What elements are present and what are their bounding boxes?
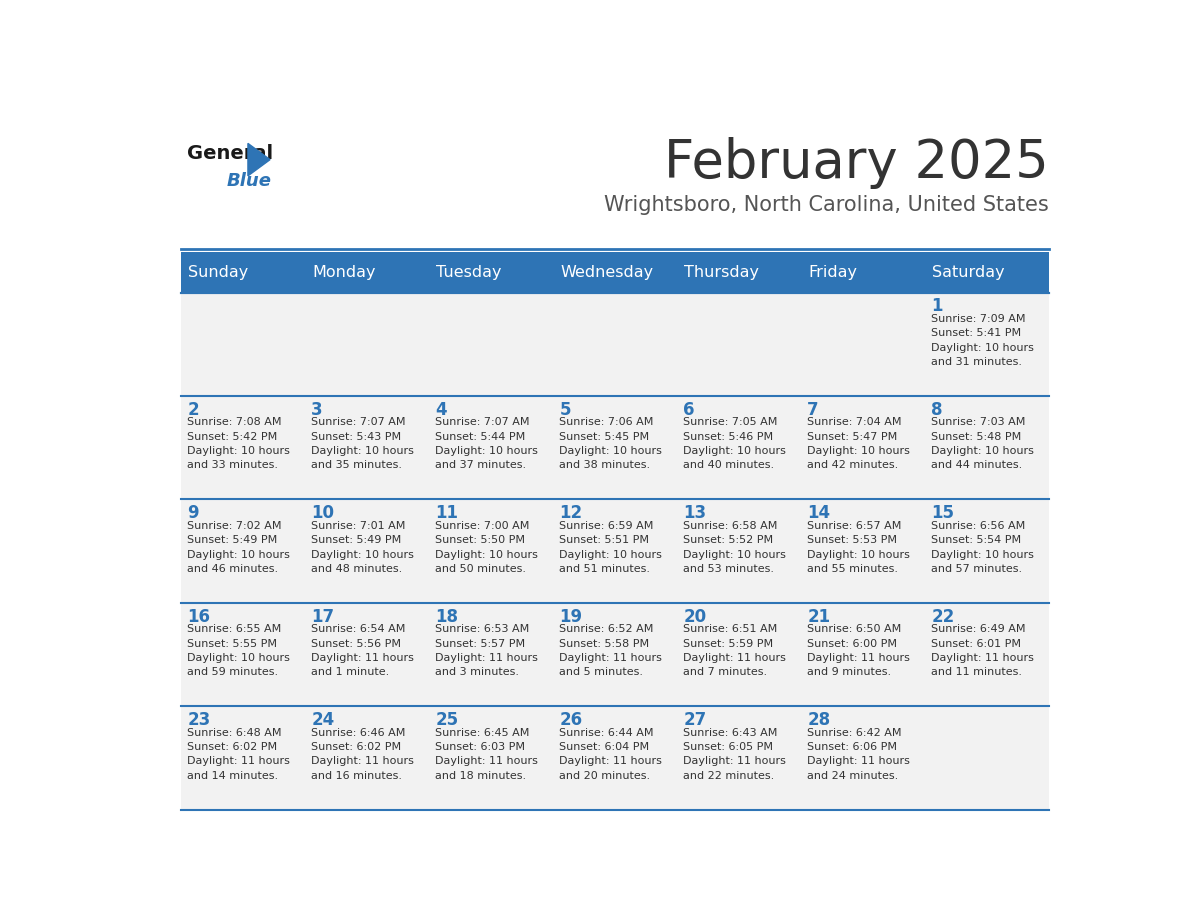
FancyBboxPatch shape <box>181 252 1049 293</box>
Text: 26: 26 <box>560 711 582 730</box>
Text: 5: 5 <box>560 401 570 419</box>
FancyBboxPatch shape <box>181 707 1049 810</box>
Text: Sunrise: 7:03 AM
Sunset: 5:48 PM
Daylight: 10 hours
and 44 minutes.: Sunrise: 7:03 AM Sunset: 5:48 PM Dayligh… <box>931 417 1035 470</box>
Text: Sunrise: 6:48 AM
Sunset: 6:02 PM
Daylight: 11 hours
and 14 minutes.: Sunrise: 6:48 AM Sunset: 6:02 PM Dayligh… <box>188 728 290 781</box>
Text: 15: 15 <box>931 505 954 522</box>
Text: Sunrise: 7:00 AM
Sunset: 5:50 PM
Daylight: 10 hours
and 50 minutes.: Sunrise: 7:00 AM Sunset: 5:50 PM Dayligh… <box>435 521 538 574</box>
Text: 3: 3 <box>311 401 323 419</box>
FancyBboxPatch shape <box>181 293 1049 396</box>
Text: Sunrise: 6:52 AM
Sunset: 5:58 PM
Daylight: 11 hours
and 5 minutes.: Sunrise: 6:52 AM Sunset: 5:58 PM Dayligh… <box>560 624 662 677</box>
Text: Sunrise: 7:07 AM
Sunset: 5:44 PM
Daylight: 10 hours
and 37 minutes.: Sunrise: 7:07 AM Sunset: 5:44 PM Dayligh… <box>435 417 538 470</box>
FancyBboxPatch shape <box>181 396 1049 499</box>
Text: Saturday: Saturday <box>933 264 1005 279</box>
Text: Sunrise: 6:57 AM
Sunset: 5:53 PM
Daylight: 10 hours
and 55 minutes.: Sunrise: 6:57 AM Sunset: 5:53 PM Dayligh… <box>808 521 910 574</box>
Text: Sunrise: 6:58 AM
Sunset: 5:52 PM
Daylight: 10 hours
and 53 minutes.: Sunrise: 6:58 AM Sunset: 5:52 PM Dayligh… <box>683 521 786 574</box>
Text: Sunrise: 6:43 AM
Sunset: 6:05 PM
Daylight: 11 hours
and 22 minutes.: Sunrise: 6:43 AM Sunset: 6:05 PM Dayligh… <box>683 728 786 781</box>
Text: Sunrise: 7:04 AM
Sunset: 5:47 PM
Daylight: 10 hours
and 42 minutes.: Sunrise: 7:04 AM Sunset: 5:47 PM Dayligh… <box>808 417 910 470</box>
Text: Sunrise: 7:07 AM
Sunset: 5:43 PM
Daylight: 10 hours
and 35 minutes.: Sunrise: 7:07 AM Sunset: 5:43 PM Dayligh… <box>311 417 415 470</box>
Text: Sunrise: 6:44 AM
Sunset: 6:04 PM
Daylight: 11 hours
and 20 minutes.: Sunrise: 6:44 AM Sunset: 6:04 PM Dayligh… <box>560 728 662 781</box>
Text: Sunrise: 6:59 AM
Sunset: 5:51 PM
Daylight: 10 hours
and 51 minutes.: Sunrise: 6:59 AM Sunset: 5:51 PM Dayligh… <box>560 521 662 574</box>
Text: Monday: Monday <box>312 264 375 279</box>
Text: Blue: Blue <box>227 173 272 190</box>
Text: 14: 14 <box>808 505 830 522</box>
Text: 4: 4 <box>435 401 447 419</box>
Polygon shape <box>248 143 270 176</box>
Text: Thursday: Thursday <box>684 264 759 279</box>
Text: 28: 28 <box>808 711 830 730</box>
Text: Wrightsboro, North Carolina, United States: Wrightsboro, North Carolina, United Stat… <box>605 195 1049 215</box>
FancyBboxPatch shape <box>181 603 1049 707</box>
Text: 21: 21 <box>808 608 830 626</box>
Text: Sunrise: 6:46 AM
Sunset: 6:02 PM
Daylight: 11 hours
and 16 minutes.: Sunrise: 6:46 AM Sunset: 6:02 PM Dayligh… <box>311 728 415 781</box>
Text: Sunrise: 6:56 AM
Sunset: 5:54 PM
Daylight: 10 hours
and 57 minutes.: Sunrise: 6:56 AM Sunset: 5:54 PM Dayligh… <box>931 521 1035 574</box>
Text: General: General <box>188 144 273 163</box>
Text: 18: 18 <box>435 608 459 626</box>
Text: 13: 13 <box>683 505 707 522</box>
Text: Friday: Friday <box>808 264 858 279</box>
Text: 11: 11 <box>435 505 459 522</box>
Text: Sunrise: 6:51 AM
Sunset: 5:59 PM
Daylight: 11 hours
and 7 minutes.: Sunrise: 6:51 AM Sunset: 5:59 PM Dayligh… <box>683 624 786 677</box>
Text: 7: 7 <box>808 401 819 419</box>
Text: 10: 10 <box>311 505 334 522</box>
Text: Sunrise: 6:53 AM
Sunset: 5:57 PM
Daylight: 11 hours
and 3 minutes.: Sunrise: 6:53 AM Sunset: 5:57 PM Dayligh… <box>435 624 538 677</box>
Text: Sunrise: 7:05 AM
Sunset: 5:46 PM
Daylight: 10 hours
and 40 minutes.: Sunrise: 7:05 AM Sunset: 5:46 PM Dayligh… <box>683 417 786 470</box>
Text: Sunrise: 7:02 AM
Sunset: 5:49 PM
Daylight: 10 hours
and 46 minutes.: Sunrise: 7:02 AM Sunset: 5:49 PM Dayligh… <box>188 521 290 574</box>
Text: Wednesday: Wednesday <box>561 264 653 279</box>
Text: Sunday: Sunday <box>188 264 248 279</box>
Text: Sunrise: 6:54 AM
Sunset: 5:56 PM
Daylight: 11 hours
and 1 minute.: Sunrise: 6:54 AM Sunset: 5:56 PM Dayligh… <box>311 624 415 677</box>
Text: Sunrise: 7:09 AM
Sunset: 5:41 PM
Daylight: 10 hours
and 31 minutes.: Sunrise: 7:09 AM Sunset: 5:41 PM Dayligh… <box>931 314 1035 367</box>
Text: 16: 16 <box>188 608 210 626</box>
Text: Sunrise: 6:42 AM
Sunset: 6:06 PM
Daylight: 11 hours
and 24 minutes.: Sunrise: 6:42 AM Sunset: 6:06 PM Dayligh… <box>808 728 910 781</box>
Text: 17: 17 <box>311 608 334 626</box>
Text: 19: 19 <box>560 608 582 626</box>
Text: Sunrise: 6:49 AM
Sunset: 6:01 PM
Daylight: 11 hours
and 11 minutes.: Sunrise: 6:49 AM Sunset: 6:01 PM Dayligh… <box>931 624 1035 677</box>
Text: 23: 23 <box>188 711 210 730</box>
Text: 1: 1 <box>931 297 943 316</box>
Text: Sunrise: 6:45 AM
Sunset: 6:03 PM
Daylight: 11 hours
and 18 minutes.: Sunrise: 6:45 AM Sunset: 6:03 PM Dayligh… <box>435 728 538 781</box>
Text: 22: 22 <box>931 608 955 626</box>
Text: 8: 8 <box>931 401 943 419</box>
FancyBboxPatch shape <box>181 499 1049 603</box>
Text: Tuesday: Tuesday <box>436 264 501 279</box>
Text: Sunrise: 6:55 AM
Sunset: 5:55 PM
Daylight: 10 hours
and 59 minutes.: Sunrise: 6:55 AM Sunset: 5:55 PM Dayligh… <box>188 624 290 677</box>
Text: 24: 24 <box>311 711 335 730</box>
Text: 12: 12 <box>560 505 582 522</box>
Text: February 2025: February 2025 <box>664 137 1049 189</box>
Text: Sunrise: 7:08 AM
Sunset: 5:42 PM
Daylight: 10 hours
and 33 minutes.: Sunrise: 7:08 AM Sunset: 5:42 PM Dayligh… <box>188 417 290 470</box>
Text: 9: 9 <box>188 505 198 522</box>
Text: Sunrise: 6:50 AM
Sunset: 6:00 PM
Daylight: 11 hours
and 9 minutes.: Sunrise: 6:50 AM Sunset: 6:00 PM Dayligh… <box>808 624 910 677</box>
Text: 6: 6 <box>683 401 695 419</box>
Text: 25: 25 <box>435 711 459 730</box>
Text: Sunrise: 7:01 AM
Sunset: 5:49 PM
Daylight: 10 hours
and 48 minutes.: Sunrise: 7:01 AM Sunset: 5:49 PM Dayligh… <box>311 521 415 574</box>
Text: Sunrise: 7:06 AM
Sunset: 5:45 PM
Daylight: 10 hours
and 38 minutes.: Sunrise: 7:06 AM Sunset: 5:45 PM Dayligh… <box>560 417 662 470</box>
Text: 20: 20 <box>683 608 707 626</box>
Text: 27: 27 <box>683 711 707 730</box>
Text: 2: 2 <box>188 401 198 419</box>
